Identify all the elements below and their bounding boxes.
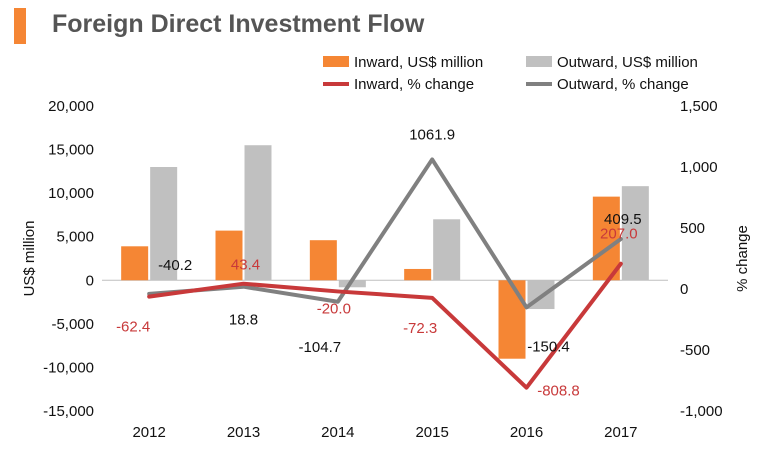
inward-bar	[121, 246, 149, 281]
y-tick-label: -10,000	[43, 359, 94, 376]
outward-pct-data-label: -40.2	[158, 257, 192, 274]
inward-bar	[498, 280, 526, 359]
outward-pct-data-label: -150.4	[527, 338, 570, 355]
y-tick-label: -5,000	[51, 316, 94, 333]
inward-pct-data-label: -808.8	[537, 383, 580, 400]
inward-bar	[592, 196, 620, 281]
outward-bar	[338, 280, 366, 288]
inward-bar	[404, 268, 432, 281]
y-axis-title: US$ million	[21, 221, 38, 297]
outward-bar	[433, 219, 461, 281]
outward-bar	[244, 145, 272, 281]
x-tick-label: 2012	[132, 424, 165, 441]
y-tick-label: 10,000	[48, 185, 94, 202]
y-tick-label: 20,000	[48, 98, 94, 115]
inward-pct-data-label: 43.4	[231, 257, 260, 274]
y2-tick-label: 500	[680, 220, 705, 237]
legend-inward-usd-swatch	[323, 56, 349, 67]
y2-tick-label: 0	[680, 281, 688, 298]
legend-inward-pct-label: Inward, % change	[354, 76, 474, 93]
inward-pct-data-label: -20.0	[317, 300, 351, 317]
outward-bar	[621, 186, 649, 281]
inward-pct-data-label: 207.0	[600, 226, 638, 243]
outward-pct-data-label: 1061.9	[409, 126, 455, 143]
outward-bar	[150, 167, 178, 281]
inward-pct-line	[147, 261, 623, 390]
y2-tick-label: -1,000	[680, 403, 723, 420]
inward-pct-data-label: -62.4	[116, 319, 150, 336]
legend-outward-usd-label: Outward, US$ million	[557, 54, 698, 71]
inward-bar	[215, 230, 243, 281]
outward-pct-data-label: 18.8	[229, 312, 258, 329]
y-tick-label: 15,000	[48, 142, 94, 159]
inward-bar	[309, 240, 337, 281]
y-tick-label: 5,000	[56, 229, 94, 246]
legend-inward-usd-label: Inward, US$ million	[354, 54, 483, 71]
x-tick-label: 2017	[604, 424, 637, 441]
legend-outward-pct-label: Outward, % change	[557, 76, 689, 93]
y2-tick-label: -500	[680, 342, 710, 359]
y2-tick-label: 1,000	[680, 159, 718, 176]
outward-pct-line	[147, 157, 623, 310]
x-tick-label: 2015	[415, 424, 448, 441]
x-tick-label: 2014	[321, 424, 354, 441]
y-tick-label: -15,000	[43, 403, 94, 420]
legend-outward-usd-swatch	[526, 56, 552, 67]
y2-tick-label: 1,500	[680, 98, 718, 115]
y2-axis-title: % change	[734, 225, 751, 292]
chart-title: Foreign Direct Investment Flow	[52, 10, 425, 38]
y-tick-label: 0	[86, 272, 94, 289]
outward-pct-data-label: -104.7	[299, 339, 342, 356]
x-tick-label: 2016	[510, 424, 543, 441]
x-tick-label: 2013	[227, 424, 260, 441]
inward-pct-data-label: -72.3	[403, 320, 437, 337]
outward-pct-data-label: 409.5	[604, 211, 642, 228]
title-accent-bar	[14, 8, 26, 44]
